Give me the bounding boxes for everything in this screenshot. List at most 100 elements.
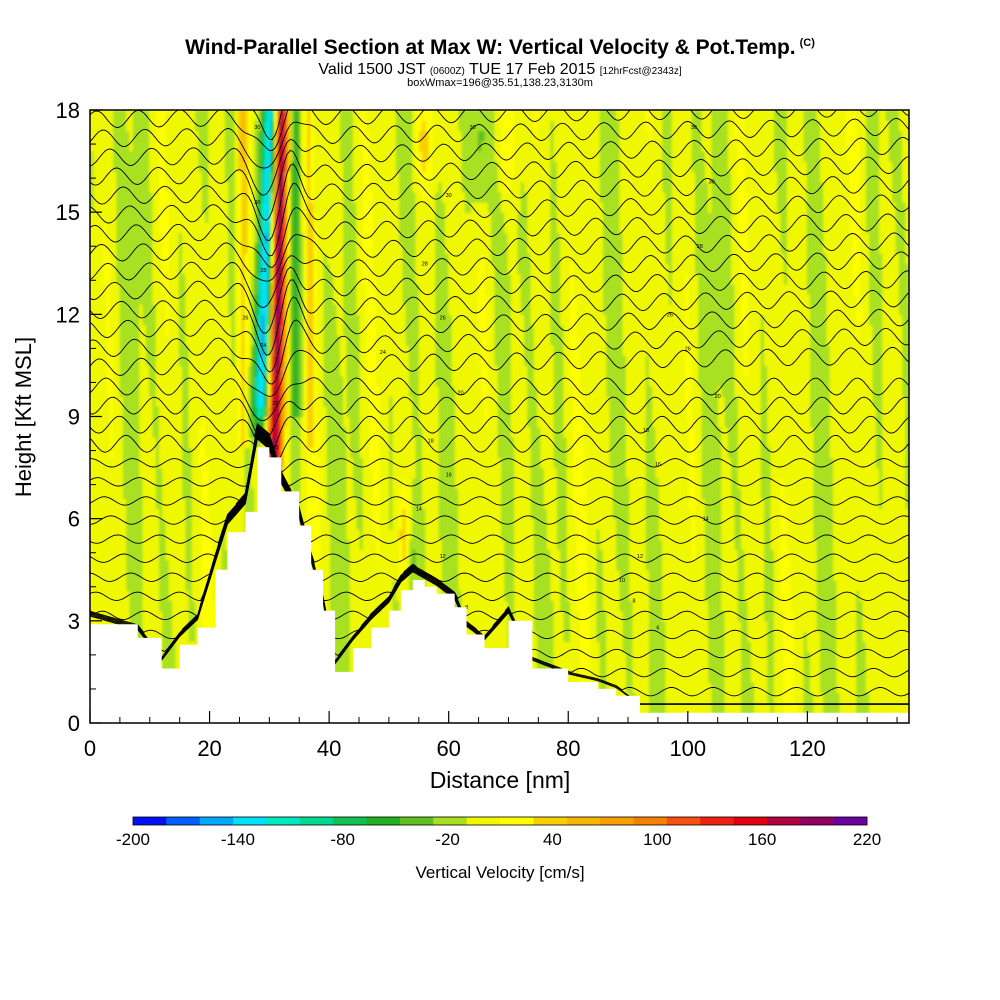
field-cell: [224, 498, 229, 510]
field-cell: [254, 120, 259, 132]
field-cell: [109, 150, 114, 162]
field-cell: [333, 273, 338, 285]
field-cell: [310, 212, 315, 224]
field-cell: [326, 600, 331, 612]
field-cell: [339, 253, 344, 264]
field-cell: [205, 508, 210, 520]
field-cell: [106, 447, 111, 459]
field-cell: [313, 508, 318, 520]
field-cell: [159, 467, 164, 479]
field-cell: [336, 201, 341, 213]
field-cell: [168, 457, 173, 469]
field-cell: [109, 528, 114, 540]
field-cell: [155, 406, 160, 418]
field-cell: [237, 365, 242, 377]
field-cell: [208, 518, 213, 530]
field-cell: [214, 488, 219, 499]
field-cell: [116, 457, 121, 469]
field-cell: [129, 110, 134, 121]
field-cell: [244, 232, 249, 244]
field-cell: [343, 283, 348, 295]
field-cell: [260, 334, 265, 346]
field-cell: [198, 120, 203, 132]
field-cell: [241, 161, 246, 172]
field-cell: [162, 212, 167, 224]
field-cell: [201, 416, 206, 428]
field-cell: [307, 457, 311, 469]
field-cell: [353, 222, 358, 234]
field-cell: [251, 191, 256, 203]
field-cell: [320, 498, 325, 510]
chart-title: Wind-Parallel Section at Max W: Vertical…: [0, 36, 1000, 60]
field-cell: [260, 304, 265, 316]
field-cell: [172, 375, 177, 387]
field-cell: [185, 314, 190, 326]
field-cell: [224, 242, 229, 254]
field-cell: [257, 181, 262, 193]
field-cell: [343, 120, 348, 132]
field-cell: [356, 610, 361, 622]
field-cell: [326, 355, 331, 367]
field-cell: [175, 263, 180, 275]
field-cell: [307, 110, 311, 121]
field-cell: [211, 406, 216, 418]
field-cell: [96, 600, 101, 612]
field-cell: [195, 569, 200, 581]
field-cell: [162, 539, 167, 551]
field-cell: [237, 201, 242, 213]
field-cell: [142, 549, 147, 561]
field-cell: [165, 375, 170, 387]
field-cell: [228, 191, 233, 203]
field-cell: [155, 344, 160, 356]
field-cell: [241, 467, 246, 479]
field-cell: [149, 293, 154, 305]
field-cell: [211, 508, 216, 520]
field-cell: [330, 375, 335, 387]
field-cell: [159, 140, 164, 152]
field-cell: [244, 253, 249, 264]
field-cell: [182, 477, 187, 489]
field-cell: [96, 263, 101, 275]
field-cell: [320, 488, 325, 499]
field-cell: [316, 508, 321, 520]
field-cell: [214, 508, 219, 520]
field-cell: [323, 283, 328, 295]
field-cell: [333, 140, 338, 152]
field-cell: [247, 140, 252, 152]
field-cell: [188, 344, 193, 356]
field-cell: [145, 528, 150, 540]
field-cell: [241, 355, 246, 367]
field-cell: [113, 150, 118, 162]
field-cell: [152, 242, 157, 254]
field-cell: [333, 406, 338, 418]
field-cell: [145, 569, 150, 581]
field-cell: [231, 467, 236, 479]
field-cell: [247, 263, 252, 275]
field-cell: [359, 385, 364, 397]
field-cell: [119, 385, 124, 397]
field-cell: [353, 293, 358, 305]
field-cell: [205, 375, 210, 387]
field-cell: [254, 140, 259, 152]
field-cell: [93, 212, 98, 224]
field-cell: [343, 528, 348, 540]
field-cell: [103, 518, 108, 530]
field-cell: [349, 467, 354, 479]
field-cell: [136, 375, 141, 387]
field-cell: [132, 488, 137, 499]
field-cell: [330, 447, 335, 459]
field-cell: [178, 477, 183, 489]
field-cell: [326, 232, 331, 244]
field-cell: [330, 528, 335, 540]
field-cell: [168, 467, 173, 479]
field-cell: [208, 590, 213, 602]
field-cell: [90, 436, 94, 448]
field-cell: [260, 314, 265, 326]
field-cell: [178, 610, 183, 622]
field-cell: [264, 222, 269, 234]
field-cell: [283, 191, 288, 203]
field-cell: [221, 304, 226, 316]
field-cell: [182, 263, 187, 275]
field-cell: [129, 447, 134, 459]
field-cell: [300, 263, 305, 275]
